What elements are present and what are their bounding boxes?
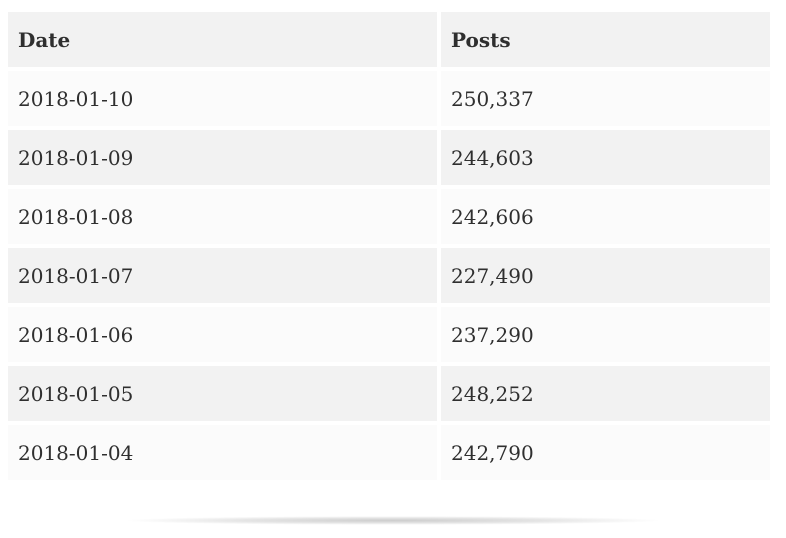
posts-cell: 242,606 [441, 189, 770, 244]
posts-cell: 244,603 [441, 130, 770, 185]
table-row: 2018-01-08 242,606 [8, 189, 770, 244]
posts-cell: 237,290 [441, 307, 770, 362]
table-row: 2018-01-10 250,337 [8, 71, 770, 126]
table-row: 2018-01-04 242,790 [8, 425, 770, 480]
bottom-shadow [10, 513, 776, 528]
table-body: 2018-01-10 250,337 2018-01-09 244,603 2018-0… [8, 71, 770, 480]
table-row: 2018-01-07 227,490 [8, 248, 770, 303]
date-cell: 2018-01-06 [8, 307, 437, 362]
column-header-posts: Posts [441, 12, 770, 67]
table-header-row: Date Posts [8, 12, 770, 67]
date-cell: 2018-01-10 [8, 71, 437, 126]
column-header-date: Date [8, 12, 437, 67]
date-cell: 2018-01-08 [8, 189, 437, 244]
posts-cell: 250,337 [441, 71, 770, 126]
posts-table: Date Posts 2018-01-10 250,337 2018-01-09 24… [4, 8, 774, 484]
date-cell: 2018-01-05 [8, 366, 437, 421]
table-row: 2018-01-06 237,290 [8, 307, 770, 362]
date-cell: 2018-01-04 [8, 425, 437, 480]
posts-cell: 242,790 [441, 425, 770, 480]
table-row: 2018-01-09 244,603 [8, 130, 770, 185]
posts-cell: 248,252 [441, 366, 770, 421]
table-row: 2018-01-05 248,252 [8, 366, 770, 421]
date-cell: 2018-01-07 [8, 248, 437, 303]
date-cell: 2018-01-09 [8, 130, 437, 185]
posts-cell: 227,490 [441, 248, 770, 303]
